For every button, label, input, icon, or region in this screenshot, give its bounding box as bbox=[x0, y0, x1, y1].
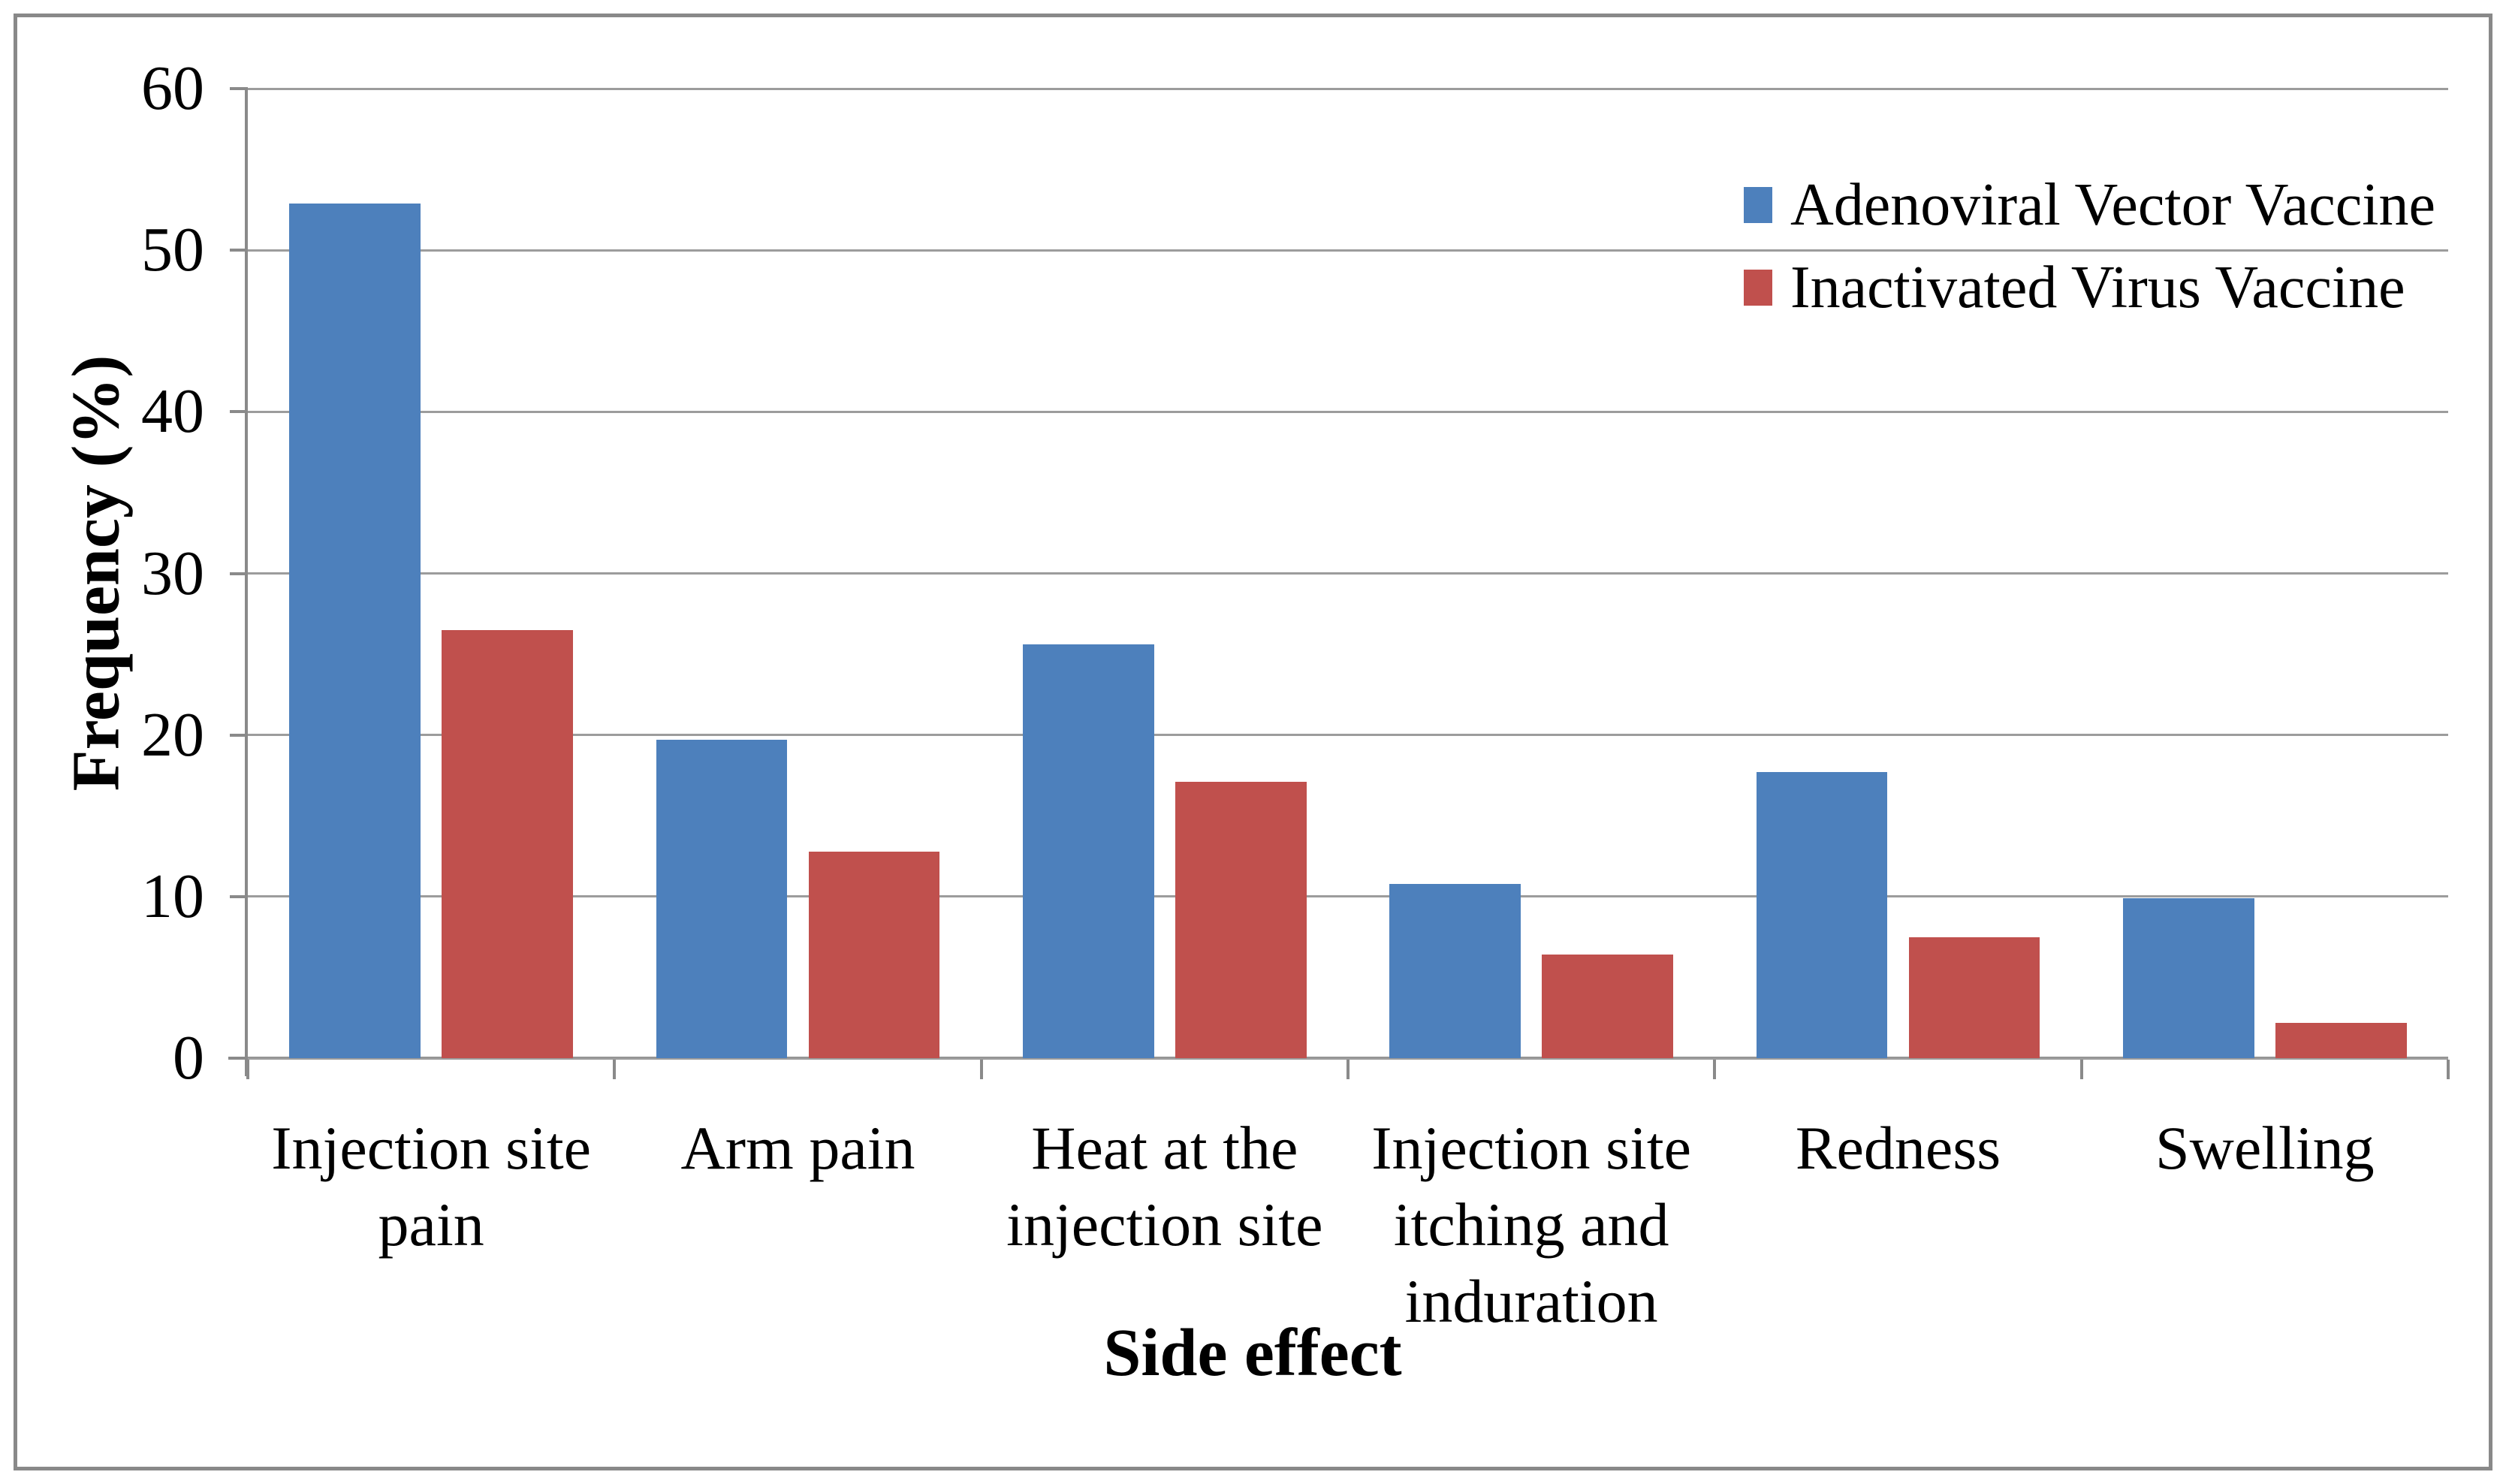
category-label-0: Injection site pain bbox=[271, 1110, 591, 1263]
y-axis-line bbox=[245, 89, 248, 1076]
y-tick-label-50: 50 bbox=[141, 215, 204, 285]
bar-adenoviral-2 bbox=[1022, 644, 1154, 1058]
gridline-y-50 bbox=[248, 249, 2448, 252]
category-label-line: itching and bbox=[1393, 1190, 1669, 1259]
y-axis-tick-20 bbox=[230, 733, 248, 737]
bar-adenoviral-4 bbox=[1756, 772, 1888, 1058]
category-label-3: Injection site itching and induration bbox=[1371, 1110, 1691, 1340]
category-label-line: pain bbox=[378, 1190, 484, 1259]
bar-inactivated-5 bbox=[2275, 1022, 2407, 1058]
category-label-5: Swelling bbox=[2155, 1110, 2375, 1187]
y-axis-tick-30 bbox=[230, 572, 248, 575]
x-axis-tick-5 bbox=[2079, 1060, 2083, 1079]
gridline-y-60 bbox=[248, 87, 2448, 90]
bar-adenoviral-0 bbox=[289, 203, 421, 1058]
bar-inactivated-4 bbox=[1908, 937, 2040, 1058]
legend-swatch-adenoviral bbox=[1744, 187, 1772, 223]
x-axis-tick-6 bbox=[2447, 1060, 2450, 1079]
bar-inactivated-0 bbox=[442, 629, 574, 1058]
category-label-line: Swelling bbox=[2155, 1114, 2375, 1182]
y-axis-tick-40 bbox=[230, 410, 248, 414]
legend-item-adenoviral: Adenoviral Vector Vaccine bbox=[1744, 167, 2435, 243]
category-label-line: Heat at the bbox=[1031, 1114, 1298, 1182]
y-tick-label-10: 10 bbox=[141, 861, 204, 931]
category-label-line: induration bbox=[1404, 1267, 1658, 1335]
y-axis-tick-60 bbox=[230, 87, 248, 90]
category-label-4: Redness bbox=[1796, 1110, 2001, 1187]
y-axis-tick-10 bbox=[230, 894, 248, 898]
gridline-y-40 bbox=[248, 410, 2448, 413]
gridline-y-0 bbox=[248, 1057, 2448, 1060]
category-label-1: Arm pain bbox=[681, 1110, 915, 1187]
category-label-line: injection site bbox=[1006, 1190, 1323, 1259]
gridline-y-30 bbox=[248, 572, 2448, 575]
legend-label-adenoviral: Adenoviral Vector Vaccine bbox=[1790, 172, 2435, 238]
gridline-y-20 bbox=[248, 734, 2448, 737]
bar-adenoviral-3 bbox=[1389, 883, 1521, 1058]
category-label-line: Injection site bbox=[271, 1114, 592, 1182]
y-tick-label-40: 40 bbox=[141, 376, 204, 447]
bar-inactivated-3 bbox=[1542, 955, 1674, 1058]
bar-adenoviral-5 bbox=[2122, 898, 2254, 1058]
chart-outer-border bbox=[14, 14, 2492, 1470]
plot-area bbox=[248, 87, 2448, 1060]
x-axis-tick-0 bbox=[246, 1060, 249, 1079]
y-tick-label-30: 30 bbox=[141, 538, 204, 608]
y-tick-label-20: 20 bbox=[141, 699, 204, 770]
x-axis-tick-2 bbox=[979, 1060, 983, 1079]
bar-inactivated-1 bbox=[808, 851, 940, 1058]
x-axis-title: Side effect bbox=[1103, 1316, 1402, 1390]
gridline-y-10 bbox=[248, 895, 2448, 898]
legend-label-inactivated: Inactivated Virus Vaccine bbox=[1790, 255, 2405, 321]
y-tick-label-60: 60 bbox=[141, 53, 204, 123]
x-axis-tick-4 bbox=[1713, 1060, 1717, 1079]
category-label-line: Injection site bbox=[1371, 1114, 1692, 1182]
category-label-line: Redness bbox=[1795, 1114, 2001, 1182]
x-axis-tick-1 bbox=[613, 1060, 617, 1079]
x-axis-tick-3 bbox=[1346, 1060, 1350, 1079]
y-axis-tick-50 bbox=[230, 249, 248, 252]
legend-swatch-inactivated bbox=[1744, 270, 1772, 306]
bar-adenoviral-1 bbox=[656, 740, 788, 1058]
legend-item-inactivated: Inactivated Virus Vaccine bbox=[1744, 250, 2405, 325]
category-label-line: Arm pain bbox=[680, 1114, 915, 1182]
bar-inactivated-2 bbox=[1175, 782, 1307, 1058]
y-axis-tick-0 bbox=[230, 1057, 248, 1060]
category-label-2: Heat at the injection site bbox=[1006, 1110, 1322, 1263]
y-tick-label-0: 0 bbox=[173, 1023, 204, 1093]
